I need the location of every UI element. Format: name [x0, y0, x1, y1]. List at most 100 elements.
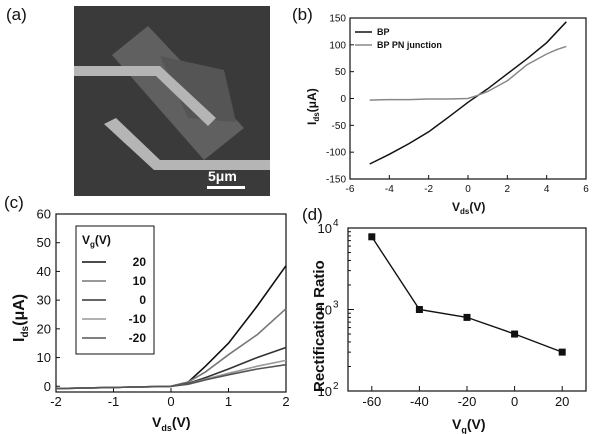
y-tick-label-d-0: 10 — [318, 384, 332, 399]
x-axis-label-b-sub: ds — [460, 207, 470, 216]
tick-labels-b: -6 -4 -2 0 2 4 6 -150 -100 -50 0 50 100 150 — [326, 14, 589, 196]
y-axis-label-b-unit: (μA) — [305, 88, 319, 112]
legend-c: Vg(V) 20 10 0 -10 -20 — [75, 225, 155, 355]
series-line-b-0 — [369, 21, 567, 165]
panel-c-label: (c) — [4, 193, 24, 212]
legend-c-box — [75, 225, 155, 355]
series-lines-c — [55, 265, 287, 390]
x-tick-label-b-0: -6 — [346, 184, 355, 195]
x-axis-label-b: Vds(V) — [452, 200, 485, 216]
panel-a-label: (a) — [6, 5, 27, 24]
y-tick-label-c-2: 20 — [37, 321, 51, 336]
legend-c-entries: 20 10 0 -10 -20 — [82, 255, 146, 345]
panel-a: (a) 5μm — [6, 5, 270, 196]
y-tick-label-c-4: 40 — [37, 264, 51, 279]
y-axis-label-c: Ids(μA) — [11, 294, 31, 342]
x-axis-label-c: Vds(V) — [152, 414, 191, 433]
y-tick-label-d-1: 10 — [318, 303, 332, 318]
x-axis-label-c-sub: ds — [161, 423, 172, 433]
y-tick-label-b-2: -50 — [332, 121, 347, 132]
y-axis-label-c-unit: (μA) — [11, 294, 28, 326]
tick-marks-d — [348, 227, 563, 392]
y-tick-label-d-exp-0: 2 — [333, 381, 339, 392]
series-lines-b — [369, 21, 567, 165]
y-tick-label-c-3: 30 — [37, 293, 51, 308]
legend-b: BP BP PN junction — [355, 27, 442, 50]
x-tick-label-d-0: -60 — [362, 394, 381, 409]
y-tick-label-c-0: 0 — [44, 379, 51, 394]
tick-marks-b — [349, 17, 587, 180]
panel-b: (b) -6 -4 -2 0 2 4 6 -150 -100 -50 0 50 100 150 BP BP… — [292, 5, 589, 216]
legend-c-title-sub: g — [90, 240, 95, 249]
x-tick-label-b-5: 4 — [544, 184, 550, 195]
series-line-d-0 — [371, 236, 563, 353]
y-tick-label-b-5: 100 — [329, 40, 346, 51]
y-tick-label-b-4: 50 — [335, 67, 347, 78]
y-tick-label-b-1: -100 — [326, 148, 346, 159]
y-axis-label-b-sub: ds — [312, 112, 321, 122]
electrode-top — [74, 66, 216, 126]
electrode-bottom — [104, 118, 270, 170]
data-point-d-4 — [558, 348, 566, 356]
x-tick-label-b-3: 0 — [465, 184, 471, 195]
y-tick-label-b-3: 0 — [340, 94, 346, 105]
legend-c-title-unit: (V) — [95, 233, 111, 247]
y-tick-label-b-6: 150 — [329, 14, 346, 25]
y-axis-label-d: Rectification Ratio — [311, 260, 328, 392]
data-point-d-2 — [463, 313, 471, 321]
x-tick-label-b-1: -4 — [385, 184, 394, 195]
data-point-d-1 — [415, 306, 423, 313]
x-tick-label-d-2: -20 — [458, 394, 477, 409]
y-tick-label-c-6: 60 — [37, 207, 51, 222]
x-axis-label-d: Vg(V) — [452, 416, 486, 434]
y-tick-label-b-0: -150 — [326, 175, 346, 186]
x-tick-label-d-1: -40 — [410, 394, 429, 409]
legend-c-entry-1: 10 — [133, 274, 147, 288]
x-axis-label-c-main: V — [152, 414, 162, 430]
tick-marks-c — [55, 213, 287, 392]
x-axis-label-d-sub: g — [461, 425, 467, 434]
legend-c-title-main: V — [82, 233, 90, 247]
legend-c-entry-2: 0 — [139, 293, 146, 307]
legend-b-entry-1: BP PN junction — [377, 40, 442, 50]
x-tick-label-b-6: 6 — [583, 184, 589, 195]
x-axis-label-d-main: V — [452, 416, 462, 432]
legend-c-entry-0: 20 — [133, 255, 147, 269]
legend-c-entry-4: -20 — [129, 331, 147, 345]
panel-b-label: (b) — [292, 5, 313, 24]
plot-frame-d — [347, 227, 587, 392]
legend-b-entry-0: BP — [377, 27, 390, 37]
legend-c-entry-3: -10 — [129, 312, 147, 326]
x-tick-label-d-4: 20 — [555, 394, 569, 409]
x-tick-label-b-4: 2 — [505, 184, 511, 195]
series-line-b-1 — [369, 45, 567, 101]
data-point-d-3 — [511, 330, 519, 338]
legend-c-title: Vg(V) — [82, 233, 111, 249]
y-tick-label-c-1: 10 — [37, 350, 51, 365]
y-axis-label-c-sub: ds — [20, 325, 31, 337]
x-axis-label-d-unit: (V) — [467, 416, 486, 432]
y-tick-label-c-5: 50 — [37, 235, 51, 250]
x-tick-label-c-3: 1 — [225, 394, 232, 409]
scale-bar-label: 5μm — [208, 168, 237, 184]
series-line-c-4 — [55, 363, 287, 390]
x-axis-label-b-unit: (V) — [469, 200, 485, 214]
y-tick-label-d-exp-1: 3 — [333, 300, 339, 311]
y-axis-label-c-main: I — [11, 338, 28, 342]
x-tick-label-d-3: 0 — [511, 394, 518, 409]
x-tick-label-c-0: -2 — [50, 394, 62, 409]
y-tick-label-d-exp-2: 4 — [333, 218, 339, 229]
x-tick-label-c-1: -1 — [108, 394, 120, 409]
x-tick-label-c-2: 0 — [167, 394, 174, 409]
y-axis-label-b: Ids(μA) — [305, 88, 321, 125]
x-tick-label-b-2: -2 — [424, 184, 433, 195]
x-tick-label-c-4: 2 — [282, 394, 289, 409]
series-lines-d — [368, 233, 566, 356]
y-axis-label-b-main: I — [305, 122, 319, 125]
x-axis-label-b-main: V — [452, 200, 460, 214]
